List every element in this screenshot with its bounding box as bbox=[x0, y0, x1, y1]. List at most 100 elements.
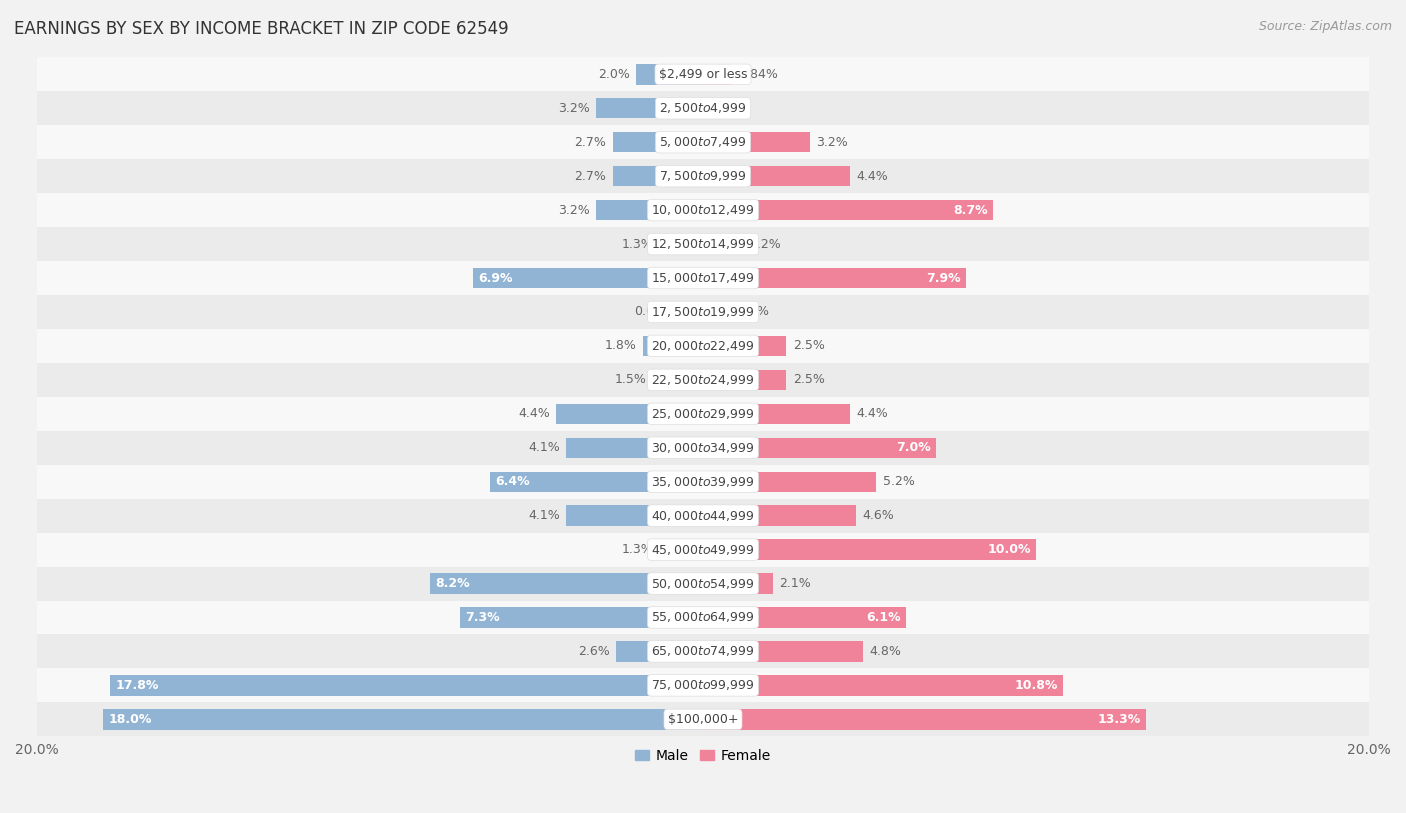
Text: $15,000 to $17,499: $15,000 to $17,499 bbox=[651, 271, 755, 285]
Text: 2.7%: 2.7% bbox=[575, 170, 606, 183]
Text: $35,000 to $39,999: $35,000 to $39,999 bbox=[651, 475, 755, 489]
Text: 0.66%: 0.66% bbox=[634, 306, 675, 319]
Text: 2.5%: 2.5% bbox=[793, 339, 825, 352]
Bar bbox=[567, 437, 703, 458]
Bar bbox=[703, 539, 1036, 560]
Bar bbox=[37, 125, 1369, 159]
Text: 2.6%: 2.6% bbox=[578, 645, 610, 658]
Bar bbox=[110, 675, 703, 696]
Text: $65,000 to $74,999: $65,000 to $74,999 bbox=[651, 645, 755, 659]
Text: 4.6%: 4.6% bbox=[863, 509, 894, 522]
Bar bbox=[37, 227, 1369, 261]
Text: $25,000 to $29,999: $25,000 to $29,999 bbox=[651, 406, 755, 421]
Bar bbox=[703, 200, 993, 220]
Text: 2.7%: 2.7% bbox=[575, 136, 606, 149]
Text: 3.2%: 3.2% bbox=[558, 102, 589, 115]
Bar bbox=[37, 702, 1369, 737]
Text: 5.2%: 5.2% bbox=[883, 475, 915, 488]
Bar bbox=[703, 336, 786, 356]
Bar bbox=[37, 295, 1369, 329]
Legend: Male, Female: Male, Female bbox=[630, 743, 776, 768]
Bar bbox=[567, 506, 703, 526]
Bar bbox=[613, 132, 703, 152]
Bar bbox=[637, 64, 703, 85]
Text: $10,000 to $12,499: $10,000 to $12,499 bbox=[651, 203, 755, 217]
Text: 3.2%: 3.2% bbox=[558, 203, 589, 216]
Text: 1.3%: 1.3% bbox=[621, 237, 652, 250]
Bar bbox=[596, 98, 703, 119]
Text: 4.4%: 4.4% bbox=[856, 407, 889, 420]
Bar bbox=[37, 329, 1369, 363]
Bar bbox=[37, 567, 1369, 601]
Text: 1.3%: 1.3% bbox=[621, 543, 652, 556]
Bar bbox=[37, 193, 1369, 227]
Bar bbox=[652, 370, 703, 390]
Bar bbox=[37, 601, 1369, 634]
Text: 8.7%: 8.7% bbox=[953, 203, 988, 216]
Text: $50,000 to $54,999: $50,000 to $54,999 bbox=[651, 576, 755, 590]
Bar bbox=[474, 267, 703, 288]
Bar bbox=[37, 91, 1369, 125]
Bar bbox=[37, 498, 1369, 533]
Bar bbox=[659, 234, 703, 254]
Bar bbox=[37, 159, 1369, 193]
Text: 1.2%: 1.2% bbox=[749, 237, 782, 250]
Bar bbox=[703, 166, 849, 186]
Text: $100,000+: $100,000+ bbox=[668, 713, 738, 726]
Bar bbox=[703, 472, 876, 492]
Text: $20,000 to $22,499: $20,000 to $22,499 bbox=[651, 339, 755, 353]
Bar bbox=[703, 234, 742, 254]
Text: $45,000 to $49,999: $45,000 to $49,999 bbox=[651, 542, 755, 557]
Text: 2.0%: 2.0% bbox=[598, 67, 630, 80]
Text: 2.1%: 2.1% bbox=[779, 577, 811, 590]
Text: 0.0%: 0.0% bbox=[710, 102, 741, 115]
Text: $17,500 to $19,999: $17,500 to $19,999 bbox=[651, 305, 755, 319]
Text: 1.8%: 1.8% bbox=[605, 339, 637, 352]
Text: 1.5%: 1.5% bbox=[614, 373, 647, 386]
Text: $12,500 to $14,999: $12,500 to $14,999 bbox=[651, 237, 755, 251]
Bar bbox=[703, 370, 786, 390]
Bar bbox=[37, 634, 1369, 668]
Text: 10.8%: 10.8% bbox=[1014, 679, 1057, 692]
Text: 3.2%: 3.2% bbox=[817, 136, 848, 149]
Text: 10.0%: 10.0% bbox=[987, 543, 1031, 556]
Text: 7.0%: 7.0% bbox=[897, 441, 931, 454]
Bar bbox=[703, 64, 731, 85]
Bar bbox=[37, 533, 1369, 567]
Text: $75,000 to $99,999: $75,000 to $99,999 bbox=[651, 678, 755, 693]
Text: 0.84%: 0.84% bbox=[738, 67, 778, 80]
Bar bbox=[659, 539, 703, 560]
Bar bbox=[613, 166, 703, 186]
Bar bbox=[460, 607, 703, 628]
Bar bbox=[37, 465, 1369, 498]
Bar bbox=[703, 573, 773, 593]
Text: $30,000 to $34,999: $30,000 to $34,999 bbox=[651, 441, 755, 454]
Bar bbox=[703, 267, 966, 288]
Text: Source: ZipAtlas.com: Source: ZipAtlas.com bbox=[1258, 20, 1392, 33]
Text: $22,500 to $24,999: $22,500 to $24,999 bbox=[651, 373, 755, 387]
Text: $55,000 to $64,999: $55,000 to $64,999 bbox=[651, 611, 755, 624]
Bar bbox=[703, 506, 856, 526]
Text: $2,500 to $4,999: $2,500 to $4,999 bbox=[659, 102, 747, 115]
Text: 6.4%: 6.4% bbox=[495, 475, 530, 488]
Bar bbox=[37, 363, 1369, 397]
Text: 8.2%: 8.2% bbox=[434, 577, 470, 590]
Bar bbox=[703, 607, 907, 628]
Text: 6.1%: 6.1% bbox=[866, 611, 901, 624]
Text: 13.3%: 13.3% bbox=[1098, 713, 1142, 726]
Text: 7.3%: 7.3% bbox=[465, 611, 499, 624]
Text: $5,000 to $7,499: $5,000 to $7,499 bbox=[659, 135, 747, 150]
Text: 4.1%: 4.1% bbox=[529, 509, 560, 522]
Bar bbox=[703, 675, 1063, 696]
Text: 18.0%: 18.0% bbox=[108, 713, 152, 726]
Text: 6.9%: 6.9% bbox=[478, 272, 513, 285]
Text: 4.4%: 4.4% bbox=[517, 407, 550, 420]
Text: 4.8%: 4.8% bbox=[869, 645, 901, 658]
Text: $7,500 to $9,999: $7,500 to $9,999 bbox=[659, 169, 747, 183]
Text: 2.5%: 2.5% bbox=[793, 373, 825, 386]
Bar bbox=[37, 397, 1369, 431]
Bar bbox=[703, 641, 863, 662]
Bar bbox=[37, 431, 1369, 465]
Bar bbox=[37, 668, 1369, 702]
Text: 4.1%: 4.1% bbox=[529, 441, 560, 454]
